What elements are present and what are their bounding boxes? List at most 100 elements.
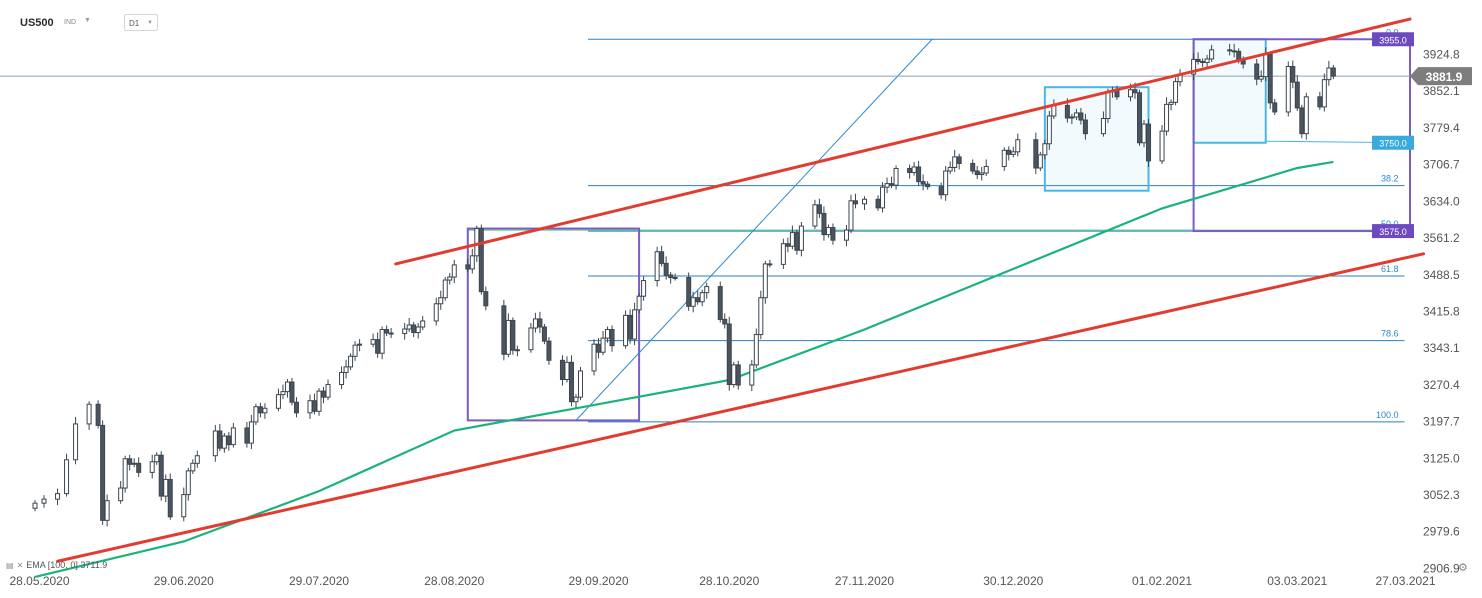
candle-body xyxy=(632,309,638,340)
candle-body xyxy=(1195,58,1201,62)
candle-body xyxy=(623,314,629,347)
candle-body xyxy=(573,396,579,403)
y-tick-label: 3270.4 xyxy=(1423,378,1460,392)
candle-body xyxy=(568,361,574,403)
candle-body xyxy=(1127,89,1133,98)
candle-body xyxy=(812,204,818,227)
candle-body xyxy=(1299,107,1305,135)
candle-body xyxy=(86,403,92,425)
candle-body xyxy=(293,401,299,414)
candle-body xyxy=(1267,53,1273,104)
current-price-tag xyxy=(1410,67,1472,86)
candle-body xyxy=(1082,119,1088,135)
gear-icon[interactable]: ⚙ xyxy=(1458,562,1468,574)
level-label-box xyxy=(1372,32,1414,47)
candle-body xyxy=(794,232,800,251)
candle-body xyxy=(1051,104,1057,117)
candle-body xyxy=(1064,104,1070,119)
candle-body xyxy=(280,391,286,396)
candle-body xyxy=(636,295,642,311)
y-tick-label: 2979.6 xyxy=(1423,525,1460,539)
candle-body xyxy=(889,183,895,186)
candle-body xyxy=(1078,112,1084,121)
candle-body xyxy=(654,251,660,282)
candle-body xyxy=(167,478,173,518)
candle-body xyxy=(1204,58,1210,63)
candle-body xyxy=(1042,143,1048,156)
candle-body xyxy=(947,166,953,172)
candle-body xyxy=(1037,154,1043,169)
candle-body xyxy=(758,297,764,336)
x-tick-label: 03.03.2021 xyxy=(1267,574,1327,588)
candle-body xyxy=(411,324,417,334)
candle-body xyxy=(749,364,755,386)
candle-body xyxy=(1231,50,1237,53)
candle-body xyxy=(938,186,944,196)
candle-body xyxy=(726,323,732,386)
candle-body xyxy=(325,384,331,398)
candle-body xyxy=(438,297,444,305)
candle-body xyxy=(605,329,611,339)
candle-body xyxy=(1254,63,1260,80)
candle-body xyxy=(501,305,507,355)
candle-body xyxy=(564,361,570,380)
candle-body xyxy=(830,227,836,241)
x-axis: 28.05.2020 29.06.2020 29.07.2020 28.08.2020… xyxy=(9,574,1435,588)
candle-body xyxy=(483,291,489,307)
indicator-legend[interactable]: ▤ ✕ EMA [100, 0] 3711.9 xyxy=(6,560,107,570)
y-axis: 3924.8 3852.1 3779.4 3706.7 3634.0 3561.2 3488… xyxy=(1423,48,1460,576)
candle-body xyxy=(852,200,858,205)
candle-body xyxy=(663,262,669,276)
candle-body xyxy=(420,320,426,328)
candle-body xyxy=(722,318,728,325)
chevron-down-icon[interactable]: ▼ xyxy=(84,17,91,24)
candle-body xyxy=(1272,102,1278,113)
close-icon[interactable]: ✕ xyxy=(16,561,24,570)
candle-body xyxy=(1105,91,1111,120)
candle-body xyxy=(1317,96,1323,108)
candle-body xyxy=(785,243,791,247)
candle-body xyxy=(348,355,354,368)
fib-level-label: 100.0 xyxy=(1376,410,1399,420)
y-tick-label: 3779.4 xyxy=(1423,121,1460,135)
candle-body xyxy=(979,172,985,176)
candle-body xyxy=(672,277,678,280)
candle-body xyxy=(690,297,696,307)
x-tick-label: 28.05.2020 xyxy=(9,574,69,588)
y-tick-label: 2906.9 xyxy=(1423,561,1460,575)
candle-body xyxy=(118,487,124,502)
candle-body xyxy=(686,277,692,307)
candle-body xyxy=(226,435,232,446)
settings-icon[interactable]: ▤ xyxy=(6,561,14,570)
timeframe-select[interactable]: D1 ▼ xyxy=(124,14,158,31)
candle-body xyxy=(1010,151,1016,155)
candle-body xyxy=(370,339,376,345)
candle-body xyxy=(64,459,70,495)
fib-level-label: 61.8 xyxy=(1381,264,1399,274)
candle-body xyxy=(402,328,408,335)
candle-body xyxy=(217,430,223,449)
candle-body xyxy=(212,430,218,457)
candle-body xyxy=(1015,139,1021,153)
candle-body xyxy=(127,458,133,465)
candle-body xyxy=(821,212,827,236)
candle-body xyxy=(442,279,448,299)
candle-body xyxy=(880,186,886,209)
candle-body xyxy=(32,502,38,509)
candle-body xyxy=(474,228,480,257)
candle-body xyxy=(1137,92,1143,144)
candles xyxy=(32,43,1336,527)
candle-body xyxy=(1100,118,1106,135)
y-tick-label: 3052.3 xyxy=(1423,488,1460,502)
candle-body xyxy=(262,407,268,414)
candle-body xyxy=(388,332,394,335)
symbol-name[interactable]: US500 xyxy=(20,17,54,29)
candle-body xyxy=(1046,115,1052,145)
trendline xyxy=(575,38,933,421)
candle-body xyxy=(1033,139,1039,169)
candle-body xyxy=(920,181,926,185)
candle-body xyxy=(244,427,250,444)
candle-body xyxy=(343,366,349,373)
candle-body xyxy=(55,493,61,500)
